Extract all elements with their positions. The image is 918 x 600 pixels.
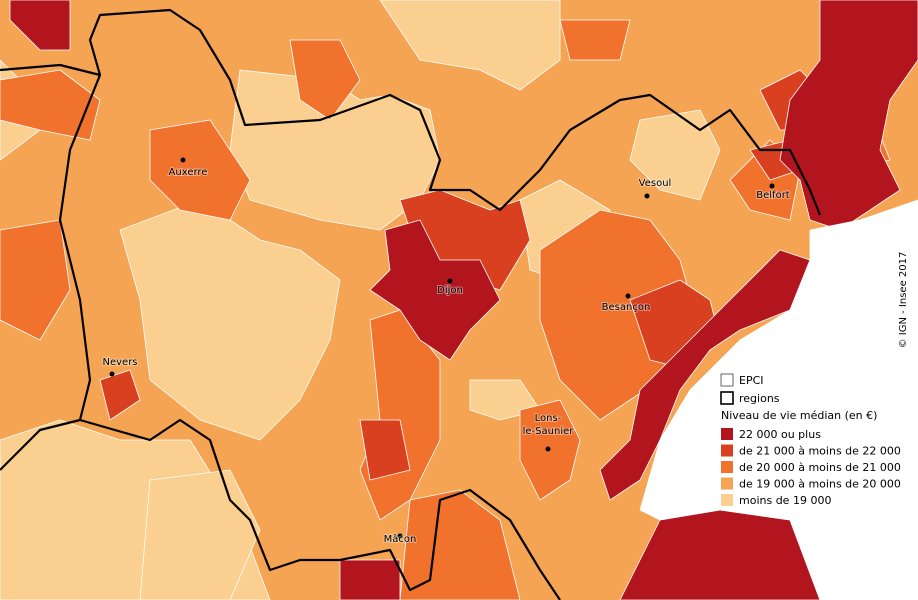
city-dot <box>545 446 551 452</box>
city-dot <box>625 293 631 299</box>
city-label: Vesoul <box>639 178 672 189</box>
epci <box>229 69 441 231</box>
cities: Auxerre Vesoul Belfort Dijon Besançon Nevers L… <box>101 157 791 546</box>
credit: © IGN - Insee 2017 <box>898 252 909 349</box>
outside-area <box>639 199 918 600</box>
legend-label: de 20 000 à moins de 21 000 <box>739 461 901 474</box>
legend-swatch <box>721 494 733 506</box>
epci <box>149 119 251 221</box>
epci <box>369 219 501 361</box>
epci <box>359 419 411 481</box>
city-dot <box>644 193 650 199</box>
legend-label: 22 000 ou plus <box>739 428 821 441</box>
legend-swatch <box>721 428 733 440</box>
legend-swatch <box>721 444 733 457</box>
legend-label: regions <box>739 392 780 405</box>
epci <box>289 39 361 121</box>
city-dot <box>109 371 115 377</box>
epci <box>139 469 261 600</box>
region-borders <box>0 8 822 600</box>
epci <box>779 0 918 231</box>
legend-outline-swatch <box>720 391 734 405</box>
city-label: Auxerre <box>169 167 208 178</box>
legend-label: EPCI <box>739 374 764 387</box>
epci <box>0 219 71 341</box>
epci <box>629 109 721 201</box>
legend: EPCI regions Niveau de vie médian (en €) 22… <box>720 373 901 507</box>
city-label: Nevers <box>102 357 137 368</box>
epci <box>599 249 811 501</box>
city-label: Dijon <box>437 285 463 296</box>
city-label: le-Saunier <box>523 426 575 437</box>
epci <box>9 0 71 51</box>
city-dot <box>769 183 775 189</box>
epci <box>379 0 561 91</box>
city-label: Lons- <box>535 413 562 424</box>
legend-title: Niveau de vie médian (en €) <box>721 409 877 422</box>
city-label: Mâcon <box>384 533 417 545</box>
legend-swatch <box>721 461 733 473</box>
legend-label: de 21 000 à moins de 22 000 <box>739 445 901 458</box>
legend-swatch <box>721 477 733 490</box>
legend-label: de 19 000 à moins de 20 000 <box>739 478 901 491</box>
legend-outline-swatch <box>720 373 734 387</box>
region-border <box>0 8 822 216</box>
city-label: Belfort <box>756 190 790 201</box>
epci <box>0 69 101 141</box>
city-dot <box>180 157 186 163</box>
city-dot <box>447 278 453 284</box>
city-label: Besançon <box>602 302 651 313</box>
region-border <box>0 74 102 471</box>
epci <box>559 19 631 61</box>
region-border <box>79 418 561 600</box>
epci <box>99 369 141 421</box>
epci <box>119 199 341 441</box>
legend-label: moins de 19 000 <box>739 494 831 507</box>
epci <box>339 559 401 600</box>
city-dot <box>397 533 403 539</box>
